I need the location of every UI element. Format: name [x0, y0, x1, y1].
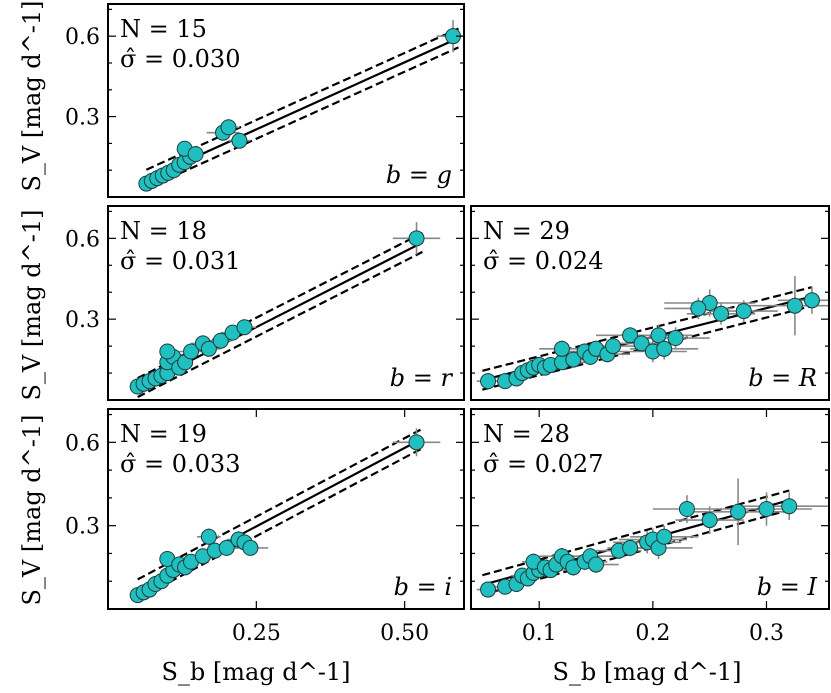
data-point: [588, 556, 605, 573]
data-point: [713, 305, 730, 322]
data-point: [781, 498, 798, 515]
data-point: [187, 146, 204, 163]
annotation-band: b = i: [394, 573, 452, 601]
data-point: [786, 297, 803, 314]
data-point: [200, 340, 217, 357]
y-axis-label-top: S_V [mag d^-1]: [18, 0, 46, 191]
upper-band-line: [137, 427, 423, 581]
data-point: [408, 230, 425, 247]
data-point: [758, 501, 775, 517]
y-axis-label-bottom: S_V [mag d^-1]: [18, 414, 46, 605]
data-point: [622, 327, 639, 344]
upper-band-line: [145, 27, 459, 171]
x-tick-label: 0.25: [232, 621, 281, 646]
annotation-band: b = g: [386, 161, 452, 189]
panel-middle-left: 0.3 0.6 N = 18σ̂ = 0.031 b = r: [65, 205, 465, 401]
data-point: [730, 503, 747, 520]
data-point: [565, 351, 582, 368]
data-point: [656, 528, 673, 545]
annotation-band: b = I: [757, 573, 818, 601]
annotation-n: N = 15: [120, 15, 207, 43]
data-point: [678, 501, 695, 517]
y-tick-label: 0.6: [65, 25, 100, 50]
plot-area: [476, 478, 829, 598]
panel-top-left: 0.3 0.6 N = 15σ̂ = 0.030 b = g: [65, 3, 465, 198]
y-tick-label: 0.3: [65, 515, 100, 540]
x-axis-label-left: S_b [mag d^-1]: [161, 658, 350, 686]
panel-frame: [470, 205, 830, 401]
data-point: [159, 343, 176, 360]
y-axis-label-text: S_V [mag d^-1]: [18, 0, 46, 191]
panel-bottom-right: 0.1 0.2 0.3 N = 28σ̂ = 0.027 b = I: [470, 408, 830, 646]
annotation-sigma: σ̂ = 0.033: [120, 450, 240, 478]
annotation-n: N = 18: [120, 217, 207, 245]
y-axis-label-middle: S_V [mag d^-1]: [18, 209, 46, 400]
x-axis-label-right: S_b [mag d^-1]: [552, 658, 741, 686]
panel-frame: [107, 408, 465, 610]
annotation-sigma: σ̂ = 0.027: [483, 450, 603, 478]
x-tick-label: 0.2: [635, 621, 670, 646]
data-point: [605, 338, 622, 355]
data-point: [667, 330, 684, 347]
panel-frame: [107, 3, 465, 198]
plot-area: [129, 222, 441, 398]
data-point: [650, 327, 667, 344]
x-tick-label: 0.1: [522, 621, 557, 646]
annotation-band: b = R: [748, 364, 817, 392]
x-tick-label: 0.50: [380, 621, 429, 646]
plot-area: [138, 20, 464, 192]
upper-band-line: [482, 286, 813, 372]
data-point: [690, 300, 707, 317]
annotation-sigma: σ̂ = 0.031: [120, 247, 240, 275]
data-point: [183, 343, 200, 360]
plot-area: [476, 276, 829, 391]
annotation-n: N = 29: [483, 217, 570, 245]
data-point: [220, 119, 237, 136]
data-point: [633, 335, 650, 352]
panel-middle-right: N = 29σ̂ = 0.024 b = R: [470, 205, 830, 401]
lower-band-line: [145, 46, 459, 190]
data-point: [480, 373, 497, 390]
panel-bottom-left: 0.3 0.6 0.25 0.50 N = 19σ̂ = 0.033 b = i: [65, 408, 465, 646]
annotation-n: N = 28: [483, 420, 570, 448]
data-point: [622, 539, 639, 556]
data-point: [701, 512, 718, 529]
data-point: [242, 539, 259, 556]
y-tick-label: 0.3: [65, 106, 100, 131]
data-point: [408, 434, 425, 451]
data-point: [236, 319, 253, 336]
y-tick-label: 0.3: [65, 308, 100, 333]
data-point: [200, 528, 217, 545]
data-point: [735, 303, 752, 320]
x-tick-label: 0.3: [749, 621, 784, 646]
data-point: [803, 292, 820, 309]
data-point: [212, 332, 229, 349]
data-point: [218, 539, 235, 556]
annotation-sigma: σ̂ = 0.024: [483, 247, 603, 275]
data-point: [553, 340, 570, 357]
annotation-n: N = 19: [120, 420, 207, 448]
y-axis-label-text: S_V [mag d^-1]: [18, 414, 46, 605]
y-tick-label: 0.6: [65, 431, 100, 456]
panel-frame: [107, 205, 465, 401]
panel-frame: [470, 408, 830, 610]
data-point: [480, 581, 497, 598]
data-point: [231, 132, 248, 149]
data-point: [656, 340, 673, 357]
plot-area: [129, 427, 441, 604]
annotation-band: b = r: [390, 364, 454, 392]
annotation-sigma: σ̂ = 0.030: [120, 45, 240, 73]
y-axis-label-text: S_V [mag d^-1]: [18, 209, 46, 400]
y-tick-label: 0.6: [65, 227, 100, 252]
